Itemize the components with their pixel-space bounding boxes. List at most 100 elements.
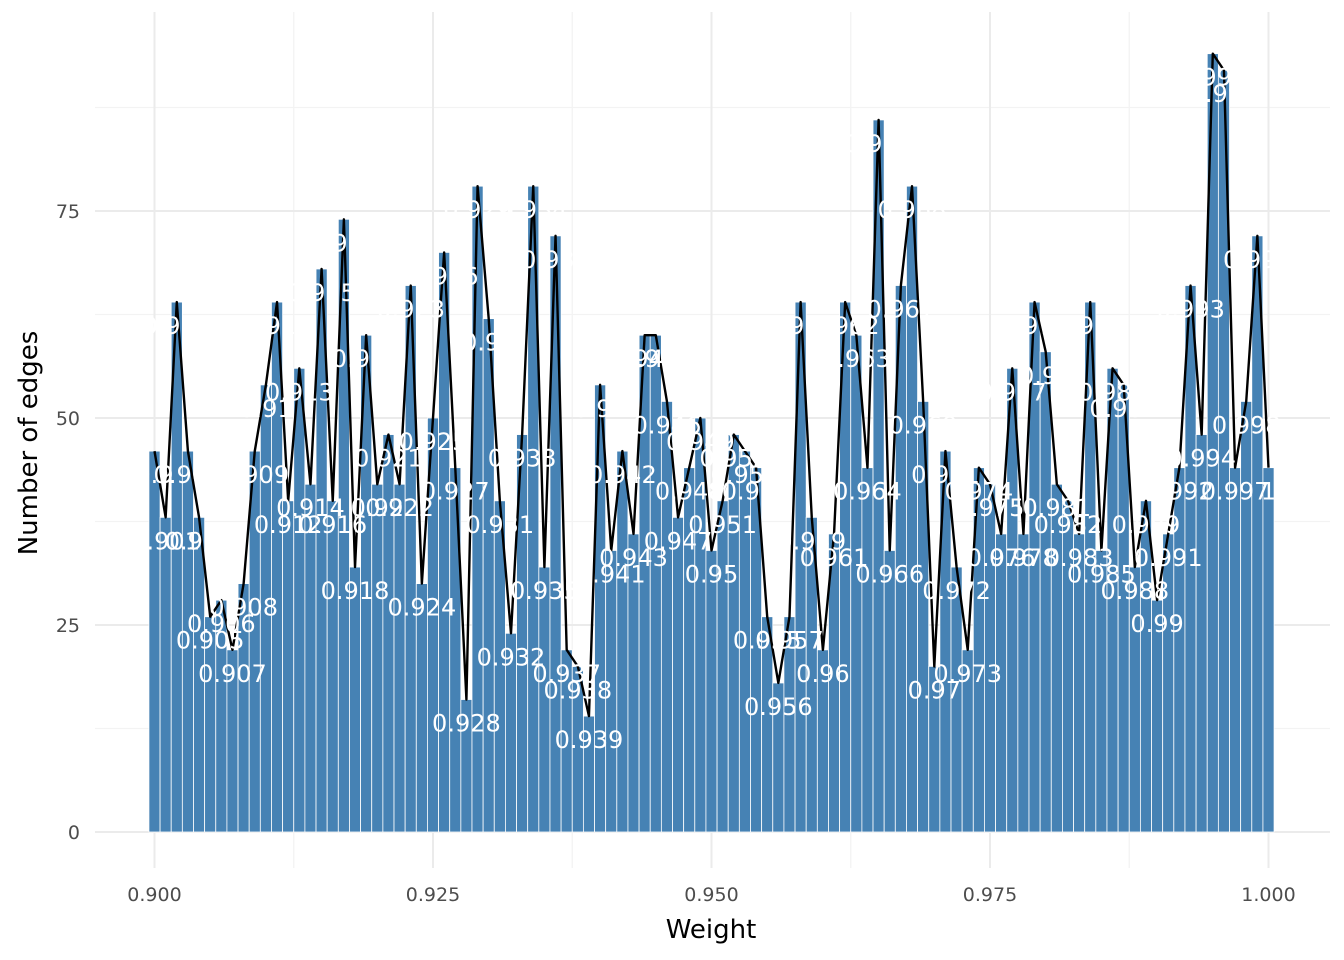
- bar-label: 0.992: [1145, 478, 1214, 506]
- bar-label: 0.997: [1201, 478, 1270, 506]
- y-axis-title: Number of edges: [14, 331, 44, 556]
- bar: [293, 367, 306, 833]
- bar-label: 0.962: [811, 312, 880, 340]
- trend-line: [153, 52, 1270, 718]
- bar-label: 0.966: [855, 560, 924, 588]
- bar-label: 0.914: [276, 494, 345, 522]
- bar: [672, 516, 685, 833]
- x-tick-label: 0.950: [684, 884, 738, 906]
- x-tick-label: 0.975: [963, 884, 1017, 906]
- bar-label: 0.908: [209, 594, 278, 622]
- bar-label: 0.982: [1034, 511, 1103, 539]
- bar-label: 0.993: [1156, 296, 1225, 324]
- bar-label: 0.916: [298, 511, 367, 539]
- bar-label: 0.939: [555, 726, 624, 754]
- bar-label: 0.903: [154, 461, 223, 489]
- bar: [660, 401, 673, 833]
- bar-label: 0.938: [543, 676, 612, 704]
- bar-label: 0.959: [777, 527, 846, 555]
- y-axis-ticks: 0 25 50 75: [56, 201, 80, 844]
- bar-label: 0.968: [878, 196, 947, 224]
- bar-label: 0.923: [376, 296, 445, 324]
- bar: [1262, 467, 1275, 833]
- bar-label: 0.9: [135, 461, 173, 489]
- bar-label: 0.937: [532, 660, 601, 688]
- bar-label: 0.985: [1067, 560, 1136, 588]
- bar-label: 0.958: [766, 312, 835, 340]
- bar-label: 0.946: [633, 411, 702, 439]
- bar-label: 0.99: [1130, 610, 1183, 638]
- bar-label: 0.913: [265, 378, 334, 406]
- bar-label: 0.973: [933, 660, 1002, 688]
- bar-label: 0.933: [488, 445, 557, 473]
- bar-label: 0.97: [908, 676, 961, 704]
- bar-label: 0.935: [510, 577, 579, 605]
- bar-label: 0.942: [588, 461, 657, 489]
- bar-label: 0.927: [421, 478, 490, 506]
- bar-label: 0.921: [354, 445, 423, 473]
- bar-label: 0.961: [800, 544, 869, 572]
- bar-label: 0.995: [1178, 64, 1247, 92]
- bar-label: 0.986: [1078, 378, 1147, 406]
- bar-label: 0.936: [521, 246, 590, 274]
- bar-label: 0.911: [243, 312, 312, 340]
- bar-label: 1: [1261, 478, 1276, 506]
- bar-label: 0.909: [220, 461, 289, 489]
- bar: [326, 500, 339, 833]
- bar-label: 0.934: [499, 196, 568, 224]
- bar-label: 0.963: [822, 345, 891, 373]
- bar-label: 0.979: [1000, 312, 1069, 340]
- bar-label: 0.932: [477, 643, 546, 671]
- y-tick-label: 75: [56, 201, 80, 223]
- y-tick-label: 50: [56, 408, 80, 430]
- bar-label: 0.901: [131, 527, 200, 555]
- bars: [148, 53, 1275, 833]
- bar: [449, 467, 462, 833]
- bar-label: 0.944: [610, 345, 679, 373]
- bar-label: 0.922: [365, 494, 434, 522]
- bar: [393, 483, 406, 833]
- bar-label: 0.976: [967, 544, 1036, 572]
- bar-label: 0.931: [465, 511, 534, 539]
- bar: [1229, 467, 1242, 833]
- bar-label: 0.952: [699, 445, 768, 473]
- bar-label: 0.943: [599, 544, 668, 572]
- bar-label: 0.904: [165, 527, 234, 555]
- bar: [1128, 566, 1141, 833]
- bar-label: 0.906: [187, 610, 256, 638]
- bar-label: 0.998: [1212, 411, 1281, 439]
- bar-label: 0.93: [462, 329, 515, 357]
- bar: [349, 566, 361, 833]
- bar-label: 0.981: [1022, 494, 1091, 522]
- bar-label: 0.929: [443, 196, 512, 224]
- trend-line-group: [153, 52, 1270, 718]
- bar-label: 0.953: [711, 461, 780, 489]
- bar-label: 0.969: [889, 411, 958, 439]
- x-axis-title: Weight: [666, 915, 757, 945]
- y-tick-label: 0: [68, 822, 80, 844]
- bar-label: 0.994: [1167, 445, 1236, 473]
- bar: [616, 450, 629, 833]
- bar-label: 0.975: [956, 494, 1025, 522]
- bar: [159, 516, 172, 833]
- bar: [861, 467, 874, 833]
- bar-label: 0.977: [978, 378, 1047, 406]
- bar-label: 0.965: [844, 130, 913, 158]
- bar-label: 0.987: [1089, 395, 1158, 423]
- x-tick-label: 0.900: [127, 884, 181, 906]
- bar-label: 0.971: [911, 461, 980, 489]
- bar-label: 0.926: [410, 262, 479, 290]
- bar-label: 0.94: [573, 395, 626, 423]
- x-tick-label: 0.925: [406, 884, 460, 906]
- bar: [716, 500, 729, 833]
- bar-label: 0.951: [688, 511, 757, 539]
- bar-label: 0.989: [1112, 511, 1181, 539]
- bar-label: 0.925: [399, 428, 468, 456]
- bar-label: 0.907: [198, 660, 267, 688]
- bar-label: 0.972: [922, 577, 991, 605]
- bar: [984, 483, 996, 833]
- bar-label: 0.924: [388, 594, 457, 622]
- bar-label: 0.918: [321, 577, 390, 605]
- bar: [371, 483, 384, 833]
